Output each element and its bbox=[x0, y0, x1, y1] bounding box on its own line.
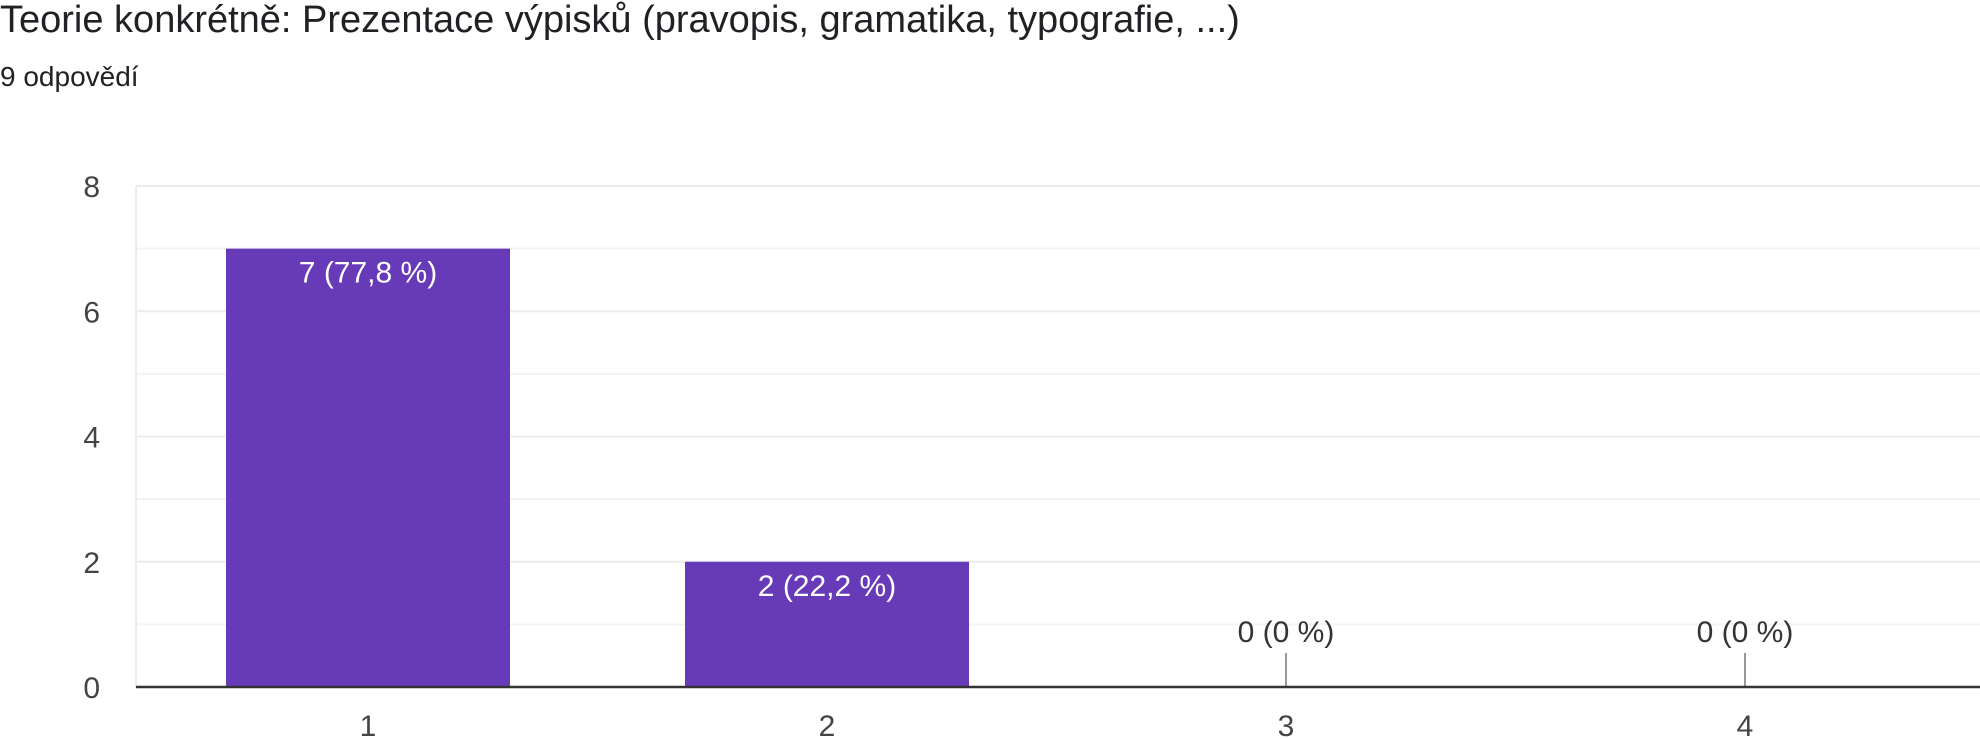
data-label: 7 (77,8 %) bbox=[299, 257, 437, 290]
y-tick-label: 6 bbox=[83, 296, 100, 329]
x-tick-label: 2 bbox=[819, 710, 836, 739]
y-tick-label: 8 bbox=[83, 171, 100, 204]
chart-title: Teorie konkrétně: Prezentace výpisků (pr… bbox=[0, 0, 1240, 41]
data-label: 2 (22,2 %) bbox=[758, 570, 896, 603]
x-tick-label: 4 bbox=[1737, 710, 1754, 739]
y-tick-label: 2 bbox=[83, 547, 100, 580]
bar bbox=[226, 248, 510, 687]
x-tick-label: 3 bbox=[1278, 710, 1295, 739]
data-label: 0 (0 %) bbox=[1238, 616, 1335, 649]
data-label: 0 (0 %) bbox=[1697, 616, 1794, 649]
x-tick-label: 1 bbox=[360, 710, 377, 739]
y-tick-label: 0 bbox=[83, 672, 100, 705]
y-tick-label: 4 bbox=[83, 422, 100, 455]
response-count: 9 odpovědí bbox=[0, 61, 139, 92]
bar bbox=[685, 561, 969, 687]
